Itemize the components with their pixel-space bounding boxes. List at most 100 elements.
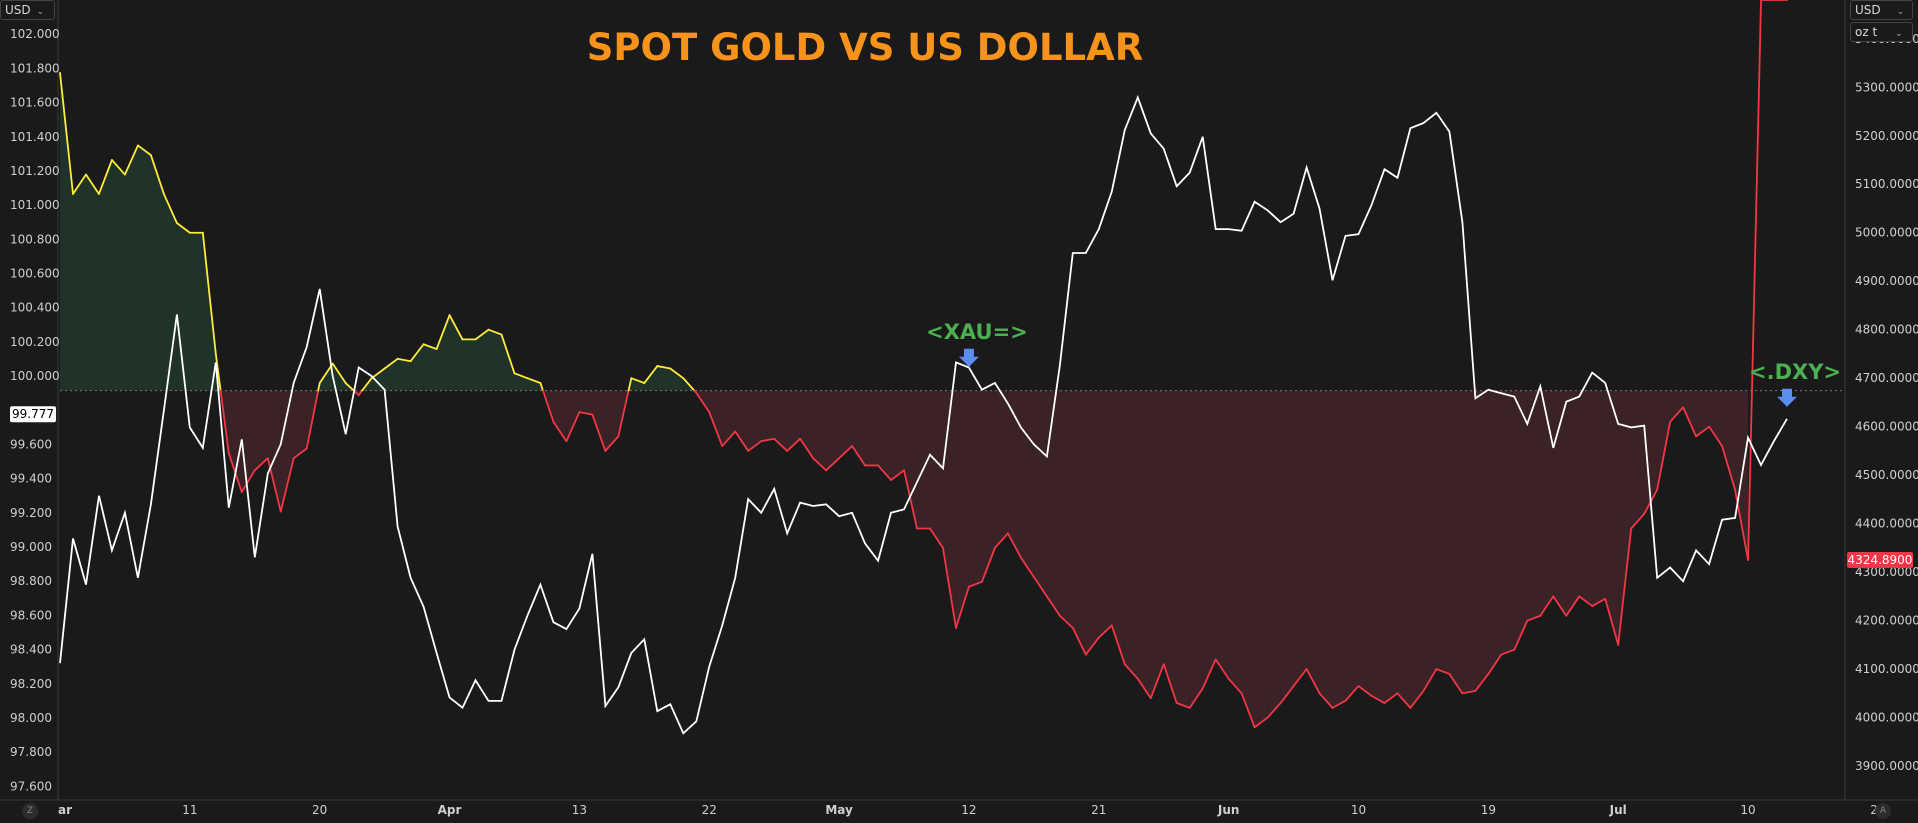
xau-line-segment	[1253, 716, 1269, 729]
xau-line-segment	[1448, 673, 1464, 695]
xau-line-segment	[201, 231, 217, 355]
right-tick-label: 4400.0000	[1855, 517, 1918, 531]
chart-title: SPOT GOLD VS US DOLLAR	[587, 26, 1144, 69]
right-tick-label: 4800.0000	[1855, 323, 1918, 337]
xau-fill-segment	[85, 174, 99, 391]
xau-line-segment	[1136, 677, 1152, 700]
left-axis[interactable]: 102.000 101.800 101.600 101.400 101.200 101.0…	[10, 27, 60, 793]
xau-fill-segment	[111, 160, 125, 391]
xau-fill-segment	[527, 378, 541, 391]
time-tick-label: 13	[572, 803, 587, 817]
xau-last-value-text: 4324.8900	[1848, 553, 1913, 567]
xau-fill-segment	[852, 390, 866, 466]
xau-line-segment	[1474, 673, 1490, 692]
right-currency-select[interactable]: USD ⌄	[1850, 0, 1913, 20]
right-tick-label: 4900.0000	[1855, 274, 1918, 288]
xau-line-segment	[1552, 595, 1568, 617]
xau-line-segment	[1409, 690, 1425, 709]
xau-fill-segment	[1345, 390, 1359, 701]
xau-line-segment	[214, 353, 222, 392]
zoom-icon[interactable]: Z	[22, 803, 38, 819]
xau-line-segment	[1214, 658, 1230, 680]
xau-fill-segment	[813, 390, 827, 471]
xau-line-segment	[175, 222, 191, 234]
last-value-badges: 99.777 4324.8900	[10, 406, 1913, 569]
xau-fill-segment	[1020, 390, 1034, 577]
xau-fill-segment	[865, 390, 879, 466]
xau-fill-segment	[1423, 390, 1437, 691]
xau-line-segment	[786, 437, 802, 452]
xau-fill-segment	[631, 378, 645, 391]
left-tick-label: 101.400	[10, 130, 60, 144]
xau-fill-segment	[1124, 390, 1138, 679]
left-tick-label: 99.200	[10, 506, 52, 520]
xau-line-segment	[669, 367, 685, 380]
xau-line-segment	[1682, 406, 1698, 438]
xau-fill-segment	[1579, 390, 1593, 607]
xau-fill-segment	[72, 174, 86, 391]
xau-fill-segment	[1527, 390, 1541, 621]
xau-fill-segment	[1072, 390, 1086, 655]
left-currency-select[interactable]: USD ⌄	[0, 0, 55, 20]
xau-fill-segment	[228, 390, 242, 493]
xau-line-segment	[1201, 658, 1217, 690]
xau-fill-segment	[826, 390, 840, 471]
xau-fill-segment	[878, 390, 892, 480]
xau-fill-segment	[1436, 390, 1450, 674]
auto-scale-icon[interactable]: A	[1875, 803, 1891, 819]
left-tick-label: 102.000	[10, 27, 60, 41]
time-axis[interactable]: ar1120Apr1322May1221Jun1019Jul1021Aug122…	[58, 803, 1918, 817]
xau-line-segment	[838, 445, 853, 460]
xau-fill-segment	[1722, 390, 1736, 490]
time-tick-label: 10	[1351, 803, 1366, 817]
left-tick-label: 101.200	[10, 164, 60, 178]
left-tick-label: 98.600	[10, 608, 52, 622]
xau-line-segment	[1175, 702, 1191, 709]
xau-line-segment	[890, 469, 905, 481]
xau-fill-segment	[644, 366, 658, 391]
xau-fill-segment	[1384, 390, 1398, 704]
xau-fill-segment	[1293, 390, 1307, 687]
xau-line-segment	[1162, 663, 1178, 704]
xau-line-segment	[539, 382, 544, 392]
right-axis[interactable]: 5400.00005300.00005200.00005100.00005000…	[1855, 32, 1918, 773]
xau-line-segment	[1708, 425, 1723, 447]
right-unit-select[interactable]: oz t ⌄	[1850, 22, 1913, 42]
xau-line-segment	[357, 389, 364, 397]
xau-fill-segment	[605, 390, 619, 451]
xau-line-segment	[695, 391, 711, 414]
xau-line-segment	[1357, 685, 1373, 697]
xau-fill-segment	[1033, 390, 1047, 597]
xau-line-segment	[591, 413, 607, 452]
xau-fill-segment	[475, 329, 489, 391]
xau-line-segment	[1084, 636, 1100, 656]
right-currency-label: USD	[1855, 3, 1881, 17]
xau-line-segment	[305, 389, 320, 450]
right-tick-label: 5300.0000	[1855, 80, 1918, 94]
left-tick-label: 99.400	[10, 472, 52, 486]
xau-fill-segment	[254, 390, 268, 471]
xau-line-segment	[1500, 648, 1516, 656]
left-tick-label: 98.000	[10, 711, 52, 725]
xau-fill-segment	[1189, 390, 1203, 708]
xau-fill-segment	[553, 390, 567, 442]
xau-line-segment	[1227, 677, 1243, 695]
annotation-label: <XAU=>	[926, 320, 1028, 344]
xau-line-segment	[682, 377, 696, 392]
xau-line-segment	[630, 377, 646, 384]
xau-line-segment	[708, 411, 724, 447]
xau-fill-segment	[1631, 390, 1645, 529]
xau-fill-segment	[1553, 390, 1567, 616]
xau-line-segment	[59, 71, 74, 195]
xau-line-segment	[604, 435, 620, 452]
xau-fill-segment	[1618, 390, 1632, 645]
xau-fill-segment	[150, 155, 164, 391]
xau-fill-segment	[137, 145, 151, 391]
xau-fill-segment	[423, 344, 437, 391]
xau-line-segment	[1422, 668, 1438, 692]
xau-line-segment	[1669, 406, 1685, 423]
dxy-last-value-text: 99.777	[12, 407, 54, 421]
xau-line-segment	[149, 154, 165, 195]
xau-fill-segment	[1137, 390, 1151, 699]
